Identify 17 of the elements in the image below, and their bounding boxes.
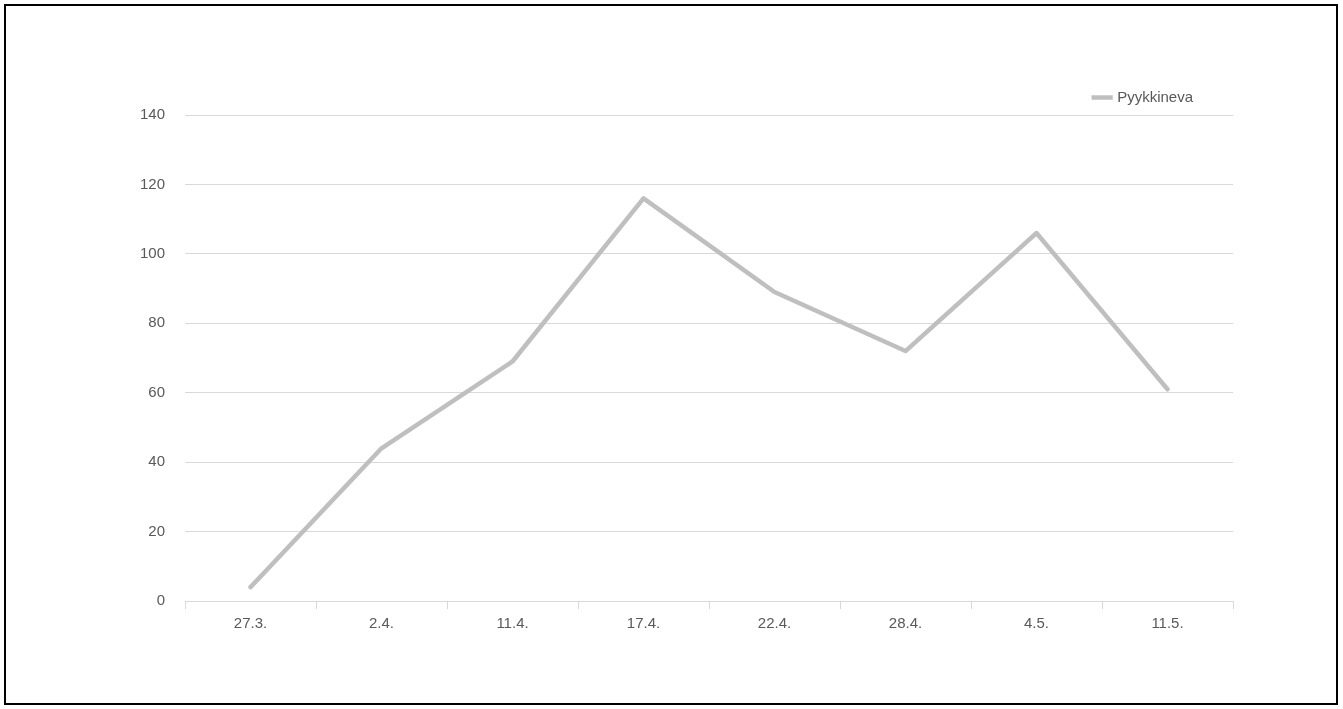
y-tick-label: 60 xyxy=(148,382,166,400)
x-tick-label: 2.4. xyxy=(369,614,395,632)
y-tick-label: 120 xyxy=(140,174,166,192)
x-tick-label: 4.5. xyxy=(1023,614,1050,632)
y-tick-label: 40 xyxy=(148,452,166,470)
y-tick-label: 0 xyxy=(156,591,166,609)
y-tick-label: 100 xyxy=(140,244,166,261)
x-tick-label: 11.4. xyxy=(496,614,529,632)
legend-label: Pyykkineva xyxy=(1117,87,1194,105)
x-tick-label: 22.4. xyxy=(757,614,792,632)
x-tick-label: 17.4. xyxy=(626,614,661,632)
x-tick-label: 11.5. xyxy=(1151,614,1184,632)
y-tick-label: 80 xyxy=(148,313,166,331)
y-tick-label: 140 xyxy=(140,105,166,123)
x-tick-label: 27.3. xyxy=(233,614,268,632)
x-tick-label: 28.4. xyxy=(888,614,923,632)
y-tick-label: 20 xyxy=(148,521,166,539)
